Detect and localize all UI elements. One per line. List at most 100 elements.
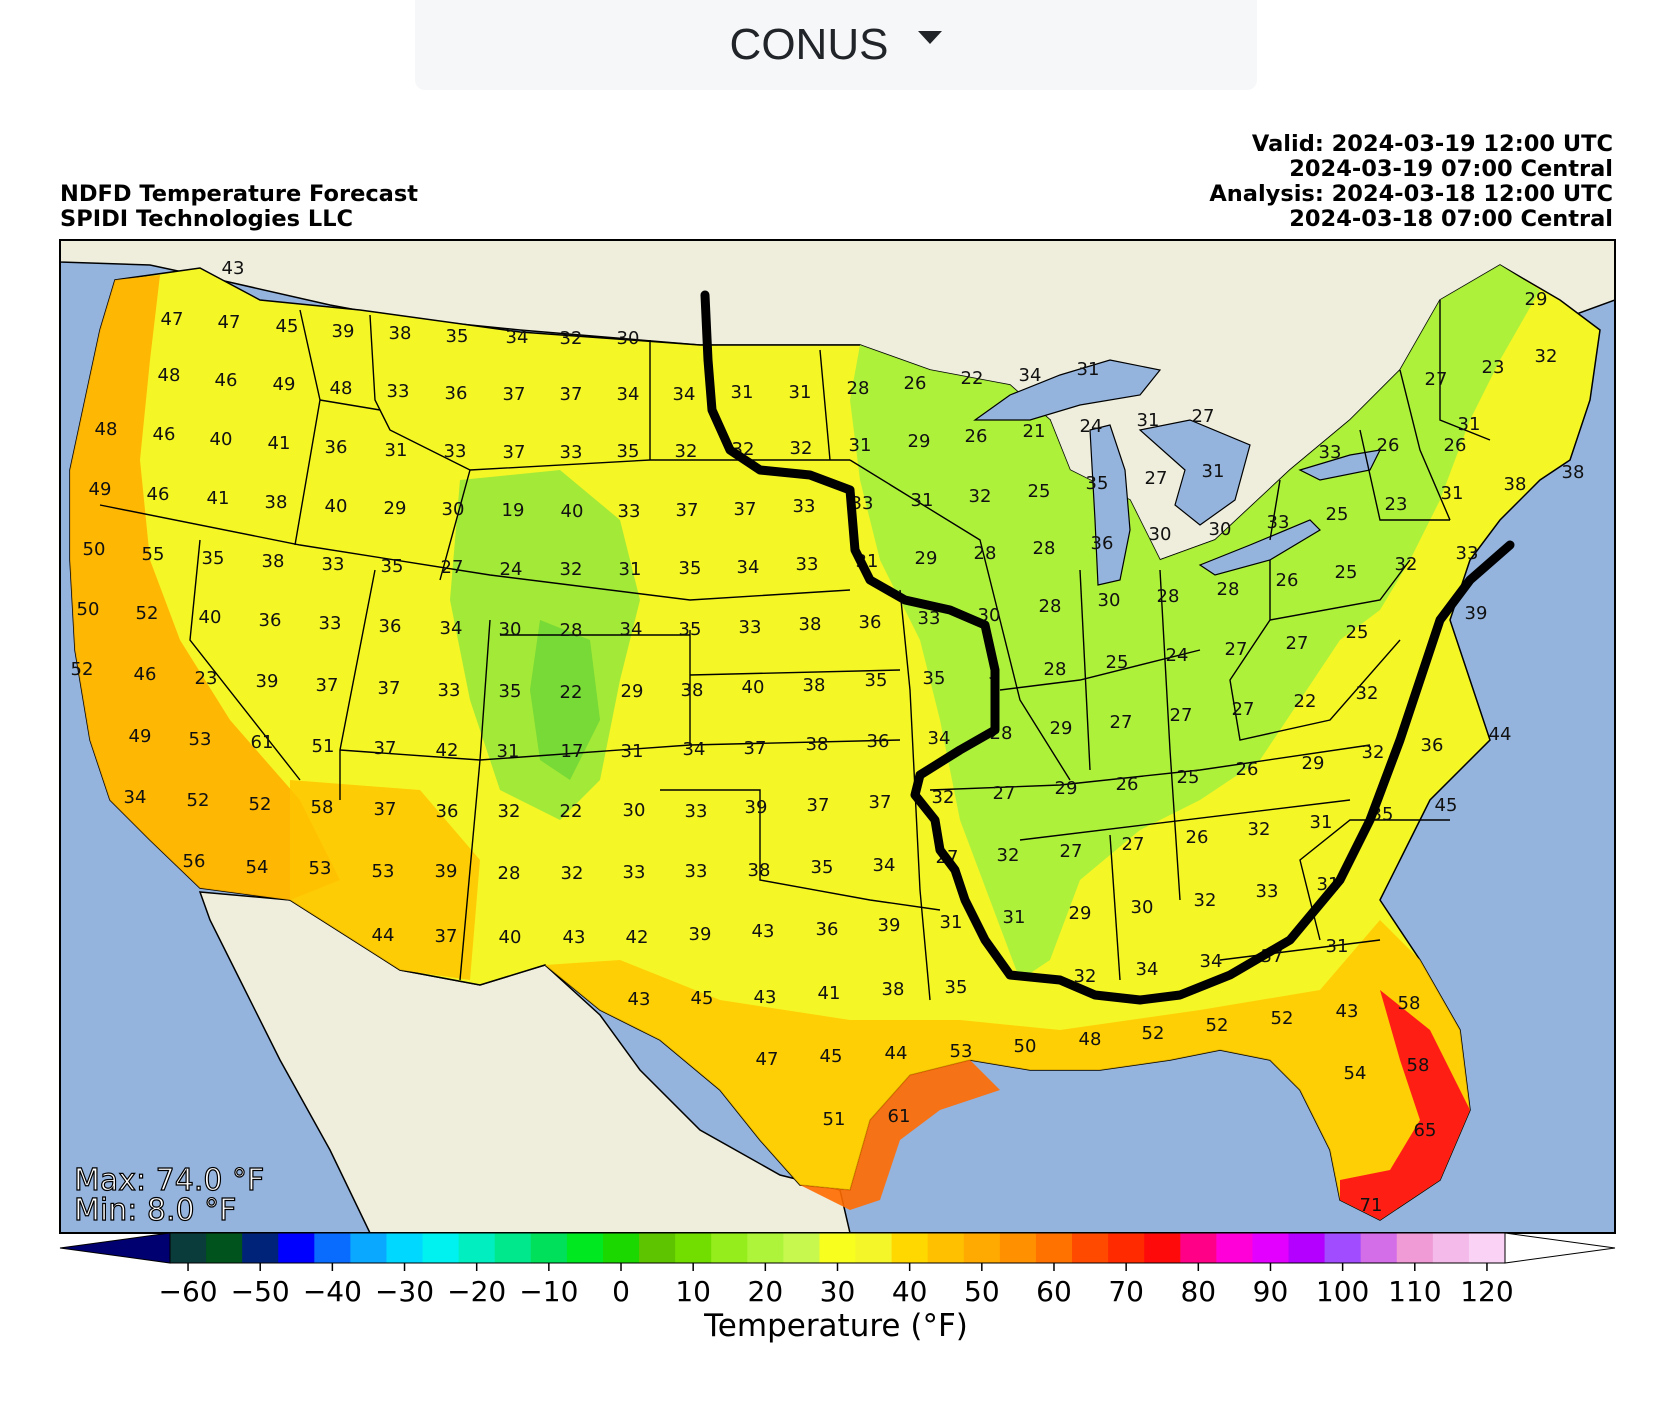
map-temperature-label: 51 bbox=[312, 736, 335, 757]
colorbar-segment bbox=[783, 1233, 820, 1263]
map-temperature-label: 31 bbox=[940, 912, 963, 933]
map-temperature-label: 31 bbox=[1137, 410, 1160, 431]
lake-superior bbox=[973, 359, 1162, 421]
map-temperature-label: 32 bbox=[1074, 966, 1097, 987]
map-temperature-label: 35 bbox=[945, 977, 968, 998]
valid-utc: Valid: 2024-03-19 12:00 UTC bbox=[1251, 131, 1613, 157]
colorbar-tick-label: 90 bbox=[1253, 1275, 1289, 1308]
colorbar-segment bbox=[819, 1233, 857, 1263]
map-temperature-label: 37 bbox=[869, 792, 892, 813]
map-temperature-label: 45 bbox=[1435, 795, 1458, 816]
map-temperature-label: 47 bbox=[161, 309, 184, 330]
analysis-central: 2024-03-18 07:00 Central bbox=[1289, 206, 1613, 232]
map-temperature-label: 52 bbox=[249, 794, 272, 815]
map-temperature-label: 33 bbox=[1256, 881, 1279, 902]
lake-ontario bbox=[1298, 449, 1382, 481]
map-temperature-label: 28 bbox=[1157, 586, 1180, 607]
map-temperature-label: 30 bbox=[1149, 524, 1172, 545]
map-temperature-label: 27 bbox=[1192, 406, 1215, 427]
map-temperature-label: 31 bbox=[1326, 936, 1349, 957]
colorbar-segment bbox=[927, 1233, 965, 1263]
map-temperature-label: 35 bbox=[446, 326, 469, 347]
map-temperature-label: 33 bbox=[793, 496, 816, 517]
map-temperature-label: 37 bbox=[734, 499, 757, 520]
map-temperature-label: 41 bbox=[818, 983, 841, 1004]
colorbar-segment bbox=[458, 1233, 496, 1263]
map-temperature-label: 33 bbox=[438, 680, 461, 701]
colorbar-segment bbox=[494, 1233, 532, 1263]
map-temperature-label: 31 bbox=[1077, 359, 1100, 380]
colorbar-segment bbox=[855, 1233, 893, 1263]
map-temperature-label: 38 bbox=[803, 675, 826, 696]
colorbar-segment bbox=[1432, 1233, 1470, 1263]
colorbar-segment bbox=[530, 1233, 568, 1263]
region-dropdown[interactable]: CONUS bbox=[415, 0, 1257, 90]
map-temperature-label: 27 bbox=[441, 557, 464, 578]
map-temperature-label: 30 bbox=[1098, 590, 1121, 611]
colorbar-tick-label: −30 bbox=[375, 1275, 434, 1308]
map-temperature-label: 29 bbox=[1302, 753, 1325, 774]
map-temperature-label: 46 bbox=[153, 424, 176, 445]
map-temperature-label: 35 bbox=[923, 668, 946, 689]
caret-down-icon[interactable] bbox=[918, 30, 943, 44]
map-temperature-label: 29 bbox=[1050, 718, 1073, 739]
map-temperature-label: 35 bbox=[381, 556, 404, 577]
map-temperature-label: 32 bbox=[561, 863, 584, 884]
map-temperature-label: 34 bbox=[506, 327, 529, 348]
map-temperature-label: 30 bbox=[617, 328, 640, 349]
map-temperature-label: 34 bbox=[673, 384, 696, 405]
map-temperature-label: 36 bbox=[379, 616, 402, 637]
colorbar-segment bbox=[999, 1233, 1037, 1263]
map-temperature-label: 71 bbox=[1360, 1195, 1383, 1216]
map-temperature-label: 37 bbox=[744, 738, 767, 759]
map-temperature-label: 40 bbox=[742, 677, 765, 698]
map-temperature-label: 41 bbox=[268, 433, 291, 454]
map-temperature-label: 61 bbox=[888, 1106, 911, 1127]
map-temperature-label: 58 bbox=[1398, 993, 1421, 1014]
map-temperature-label: 25 bbox=[1346, 622, 1369, 643]
map-temperature-label: 28 bbox=[1039, 596, 1062, 617]
lake-huron bbox=[1138, 419, 1251, 526]
map-temperature-label: 52 bbox=[71, 659, 94, 680]
map-temperature-label: 48 bbox=[158, 365, 181, 386]
map-temperature-label: 23 bbox=[195, 668, 218, 689]
map-temperature-label: 34 bbox=[440, 618, 463, 639]
map-temperature-label: 25 bbox=[1326, 504, 1349, 525]
map-temperature-label: 37 bbox=[374, 799, 397, 820]
map-temperature-label: 45 bbox=[691, 988, 714, 1009]
map-temperature-label: 51 bbox=[823, 1109, 846, 1130]
map-temperature-label: 39 bbox=[745, 797, 768, 818]
map-temperature-label: 27 bbox=[1110, 712, 1133, 733]
warm-west-coast bbox=[70, 275, 340, 900]
colorbar-segment bbox=[963, 1233, 1001, 1263]
map-temperature-label: 42 bbox=[626, 927, 649, 948]
analysis-utc: Analysis: 2024-03-18 12:00 UTC bbox=[1209, 181, 1613, 207]
map-temperature-label: 43 bbox=[754, 987, 777, 1008]
map-credit: SPIDI Technologies LLC bbox=[60, 206, 354, 232]
map-temperature-label: 32 bbox=[1356, 683, 1379, 704]
map-temperature-label: 24 bbox=[500, 559, 523, 580]
map-temperature-label: 29 bbox=[908, 431, 931, 452]
map-temperature-label: 46 bbox=[134, 664, 157, 685]
map-temperature-label: 35 bbox=[499, 681, 522, 702]
map-temperature-label: 38 bbox=[389, 323, 412, 344]
map-temperature-label: 37 bbox=[503, 384, 526, 405]
map-temperature-label: 29 bbox=[621, 681, 644, 702]
map-temperature-label: 39 bbox=[256, 671, 279, 692]
map-temperature-label: 58 bbox=[1407, 1055, 1430, 1076]
map-temperature-label: 48 bbox=[1079, 1029, 1102, 1050]
map-temperature-label: 32 bbox=[1535, 346, 1558, 367]
map-temperature-label: 33 bbox=[685, 801, 708, 822]
map-temperature-label: 32 bbox=[997, 845, 1020, 866]
map-temperature-label: 43 bbox=[628, 989, 651, 1010]
map-temperature-label: 32 bbox=[560, 559, 583, 580]
map-temperature-label: 34 bbox=[124, 787, 147, 808]
map-temperature-label: 27 bbox=[1225, 639, 1248, 660]
colorbar: −60 −50 −40 −30 −20 −10 0 10 20 30 40 50 60 70 80 90 100… bbox=[59, 1232, 1616, 1308]
map-temperature-label: 37 bbox=[435, 926, 458, 947]
map-temperature-label: 33 bbox=[1319, 442, 1342, 463]
colorbar-tick-label: −50 bbox=[231, 1275, 290, 1308]
map-temperature-label: 26 bbox=[1444, 435, 1467, 456]
map-temperature-label: 53 bbox=[950, 1041, 973, 1062]
